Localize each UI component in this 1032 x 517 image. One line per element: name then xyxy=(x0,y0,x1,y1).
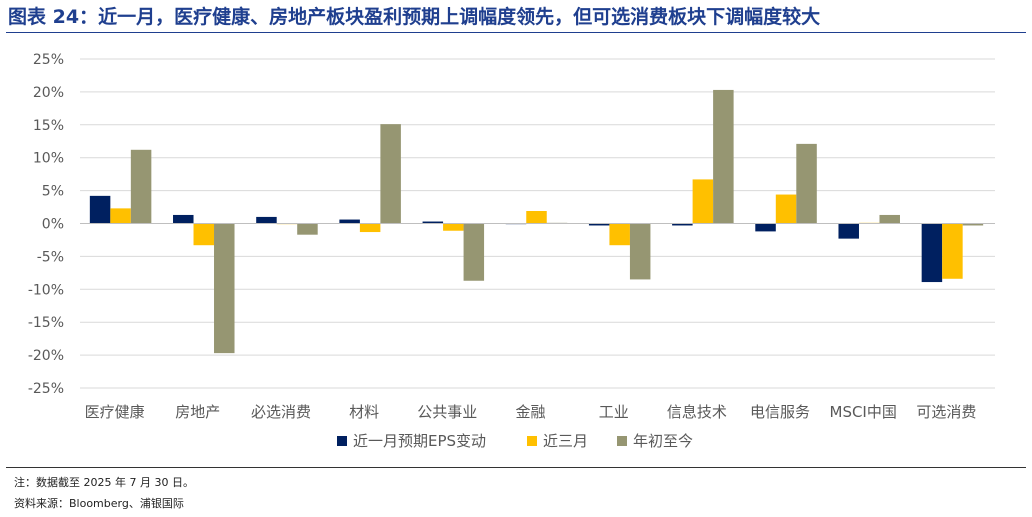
bar xyxy=(672,223,693,226)
bar xyxy=(380,124,401,224)
bar xyxy=(173,214,194,224)
bar xyxy=(775,194,797,224)
bar xyxy=(256,216,277,224)
bar xyxy=(297,223,318,235)
y-tick-label: -5% xyxy=(37,249,64,265)
x-tick-label: 可选消费 xyxy=(916,403,976,421)
bar xyxy=(609,223,630,246)
bar xyxy=(629,223,651,280)
y-tick-label: 20% xyxy=(33,85,64,101)
bars xyxy=(80,89,995,354)
y-tick-label: -10% xyxy=(28,282,64,298)
bar xyxy=(526,211,547,224)
figure-label: 图表 24： xyxy=(8,6,99,28)
bar xyxy=(89,195,111,224)
legend-swatch xyxy=(617,436,627,446)
x-tick-label: 房地产 xyxy=(175,403,220,421)
bar xyxy=(110,208,131,224)
x-tick-label: 工业 xyxy=(599,403,629,421)
bar xyxy=(339,219,360,224)
x-axis-tick-labels: 医疗健康 房地产 必选消费 材料 公共事业 金融 工业 信息技术 电信服务 MSCI中国 可选消费 xyxy=(85,403,977,421)
x-tick-label: 电信服务 xyxy=(750,403,810,421)
bar xyxy=(443,223,464,231)
legend: 近一月预期EPS变动 近三月 年初至今 xyxy=(337,432,693,450)
y-tick-label: 5% xyxy=(42,184,64,200)
bar xyxy=(713,89,734,224)
figure-title-text: 近一月，医疗健康、房地产板块盈利预期上调幅度领先，但可选消费板块下调幅度较大 xyxy=(98,6,821,28)
bar xyxy=(755,223,776,232)
x-tick-label: 公共事业 xyxy=(417,403,477,421)
x-tick-label: MSCI中国 xyxy=(830,403,897,421)
bar xyxy=(130,149,152,224)
bar xyxy=(921,223,943,283)
x-tick-label: 必选消费 xyxy=(251,403,311,421)
bar xyxy=(838,223,859,239)
x-tick-label: 信息技术 xyxy=(667,403,727,421)
y-tick-label: -20% xyxy=(28,348,64,364)
bar xyxy=(588,223,610,226)
bar xyxy=(214,223,235,354)
y-tick-label: 25% xyxy=(33,52,64,68)
legend-label: 近三月 xyxy=(543,432,588,450)
bar xyxy=(692,179,714,224)
title-rule xyxy=(6,32,1026,33)
y-axis-tick-labels: 25% 20% 15% 10% 5% 0% -5% -10% -15% -20% -25% xyxy=(28,52,64,397)
legend-label: 近一月预期EPS变动 xyxy=(353,432,486,450)
x-tick-label: 医疗健康 xyxy=(85,403,145,421)
y-tick-label: 10% xyxy=(33,151,64,167)
y-tick-label: 0% xyxy=(42,217,64,233)
bar xyxy=(796,143,817,224)
legend-swatch xyxy=(527,436,537,446)
bar-chart: 25% 20% 15% 10% 5% 0% -5% -10% -15% -20% -25% 医疗健康… xyxy=(28,52,995,450)
y-tick-label: 15% xyxy=(33,118,64,134)
bar xyxy=(359,223,381,233)
source-note: 资料来源：Bloomberg、浦银国际 xyxy=(14,497,184,510)
figure-title: 图表 24：近一月，医疗健康、房地产板块盈利预期上调幅度领先，但可选消费板块下调… xyxy=(8,4,820,30)
bar xyxy=(942,223,963,279)
bar xyxy=(463,223,485,281)
x-tick-label: 材料 xyxy=(349,403,379,421)
footer-rule xyxy=(6,467,1026,468)
bar xyxy=(422,221,444,224)
legend-label: 年初至今 xyxy=(633,432,693,450)
footnote: 注：数据截至 2025 年 7 月 30 日。 xyxy=(14,476,194,489)
bar xyxy=(879,214,900,224)
bar xyxy=(193,223,215,246)
y-tick-label: -15% xyxy=(28,315,64,331)
y-tick-label: -25% xyxy=(28,381,64,397)
legend-swatch xyxy=(337,436,347,446)
bar xyxy=(962,223,984,226)
x-tick-label: 金融 xyxy=(515,403,545,421)
